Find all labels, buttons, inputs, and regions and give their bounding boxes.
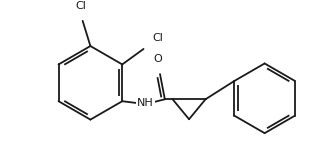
Text: Cl: Cl	[152, 33, 163, 43]
Text: NH: NH	[137, 98, 154, 108]
Text: Cl: Cl	[75, 1, 86, 11]
Text: O: O	[154, 54, 162, 64]
